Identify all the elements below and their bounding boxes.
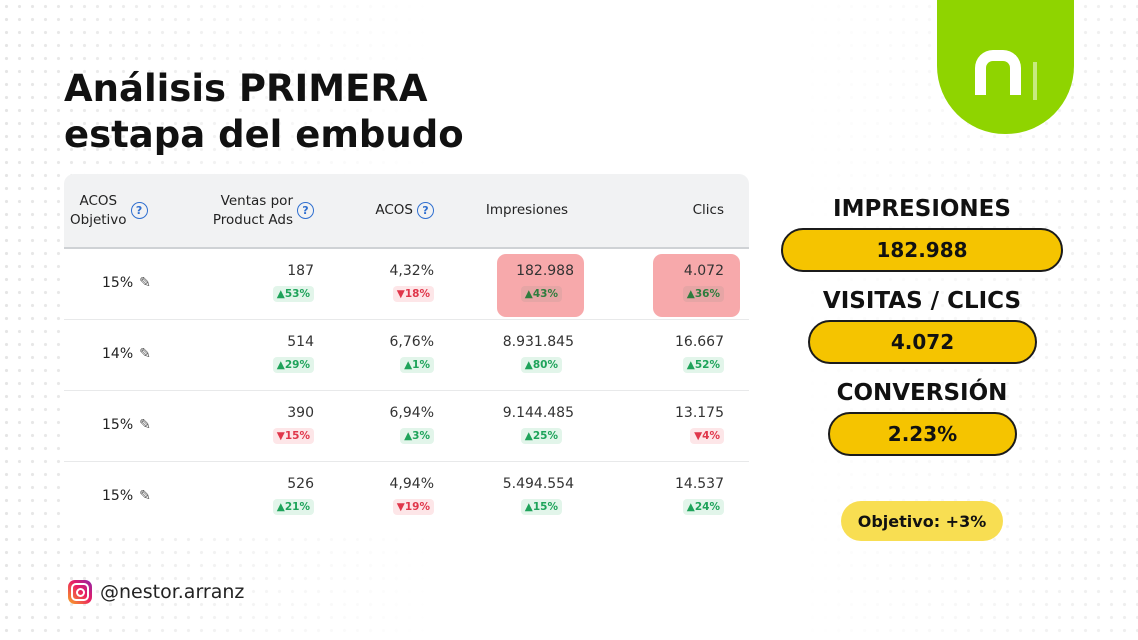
campaign-table: ACOS Objetivo ? Ventas por Product Ads ?… — [64, 174, 749, 532]
header-impresiones-label: Impresiones — [485, 202, 569, 218]
ventas-value: 526 — [287, 476, 314, 492]
clics-cell: 16.667 ▲52% — [644, 320, 724, 390]
ventas-cell: 526 ▲21% — [204, 462, 314, 532]
visitas-metric-label: VISITAS / CLICS — [822, 288, 1022, 314]
ventas-value: 514 — [287, 334, 314, 350]
impresiones-change-badge: ▲25% — [520, 428, 562, 444]
table-row: 14% ✎ 514 ▲29% 6,76% ▲1% 8.931.845 ▲80% 16.667 ▲5… — [64, 320, 749, 391]
acos-objetivo-value: 15% ✎ — [102, 488, 151, 504]
acos-objetivo-text: 15% — [102, 417, 134, 433]
conversion-metric-label: CONVERSIÓN — [836, 380, 1008, 406]
impresiones-cell: 182.988 ▲43% — [482, 249, 574, 319]
impresiones-change-badge: ▲43% — [520, 286, 562, 302]
page-title: Análisis PRIMERA estapa del embudo — [64, 66, 464, 158]
acos-change-badge: ▼19% — [392, 499, 434, 515]
clics-change-badge: ▼4% — [690, 428, 724, 444]
n-logo-icon — [975, 50, 1021, 95]
pencil-icon[interactable]: ✎ — [139, 346, 151, 362]
header-ventas-line1: Ventas por — [220, 192, 293, 209]
header-acos-label: ACOS — [375, 202, 413, 218]
clics-value: 4.072 — [683, 263, 724, 279]
table-row: 15% ✎ 187 ▲53% 4,32% ▼18% 182.988 ▲43% 4.072 ▲36% — [64, 249, 749, 320]
conversion-metric-value: 2.23% — [828, 412, 1017, 456]
impresiones-cell: 8.931.845 ▲80% — [482, 320, 574, 390]
pencil-icon[interactable]: ✎ — [139, 417, 151, 433]
header-ventas: Ventas por Product Ads ? — [204, 174, 314, 247]
ventas-cell: 187 ▲53% — [204, 249, 314, 319]
ventas-cell: 514 ▲29% — [204, 320, 314, 390]
clics-value: 13.175 — [675, 405, 724, 421]
help-icon[interactable]: ? — [297, 202, 314, 219]
impresiones-highlight — [497, 254, 584, 317]
acos-objetivo-text: 15% — [102, 488, 134, 504]
impresiones-value: 182.988 — [516, 263, 574, 279]
acos-objetivo-value: 15% ✎ — [102, 417, 151, 433]
acos-objetivo-value: 14% ✎ — [102, 346, 151, 362]
header-clics-label: Clics — [692, 202, 724, 218]
pencil-icon[interactable]: ✎ — [139, 275, 151, 291]
header-ventas-line2: Product Ads — [212, 211, 293, 228]
clics-change-badge: ▲36% — [682, 286, 724, 302]
help-icon[interactable]: ? — [417, 202, 434, 219]
header-acos: ACOS ? — [364, 174, 434, 247]
header-acos-objetivo: ACOS Objetivo ? — [70, 174, 150, 247]
clics-change-badge: ▲24% — [682, 499, 724, 515]
clics-cell: 13.175 ▼4% — [644, 391, 724, 461]
acos-value: 6,76% — [389, 334, 434, 350]
impresiones-metric-label: IMPRESIONES — [833, 196, 1011, 222]
impresiones-metric-value: 182.988 — [781, 228, 1063, 272]
impresiones-value: 8.931.845 — [502, 334, 574, 350]
ventas-change-badge: ▲29% — [272, 357, 314, 373]
clics-value: 14.537 — [675, 476, 724, 492]
ventas-change-badge: ▲21% — [272, 499, 314, 515]
acos-objetivo-value: 15% ✎ — [102, 275, 151, 291]
acos-change-badge: ▼18% — [392, 286, 434, 302]
title-line-1: Análisis PRIMERA — [64, 67, 428, 110]
clics-change-badge: ▲52% — [682, 357, 724, 373]
acos-value: 4,94% — [389, 476, 434, 492]
brand-logo — [937, 0, 1074, 134]
table-row: 15% ✎ 390 ▼15% 6,94% ▲3% 9.144.485 ▲25% 13.175 ▼4… — [64, 391, 749, 462]
instagram-icon[interactable] — [68, 580, 92, 604]
ventas-value: 390 — [287, 405, 314, 421]
clics-value: 16.667 — [675, 334, 724, 350]
instagram-handle[interactable]: @nestor.arranz — [100, 581, 245, 603]
acos-change-badge: ▲3% — [400, 428, 434, 444]
ventas-value: 187 — [287, 263, 314, 279]
ventas-change-badge: ▼15% — [272, 428, 314, 444]
impresiones-change-badge: ▲80% — [520, 357, 562, 373]
visitas-metric-value: 4.072 — [808, 320, 1037, 364]
clics-cell: 14.537 ▲24% — [644, 462, 724, 532]
clics-cell: 4.072 ▲36% — [644, 249, 724, 319]
impresiones-cell: 9.144.485 ▲25% — [482, 391, 574, 461]
acos-value: 4,32% — [389, 263, 434, 279]
help-icon[interactable]: ? — [130, 202, 148, 219]
ventas-cell: 390 ▼15% — [204, 391, 314, 461]
acos-cell: 6,76% ▲1% — [364, 320, 434, 390]
acos-value: 6,94% — [389, 405, 434, 421]
clics-highlight — [653, 254, 740, 317]
logo-small-mark — [1033, 62, 1037, 100]
acos-objetivo-text: 14% — [102, 346, 134, 362]
pencil-icon[interactable]: ✎ — [139, 488, 151, 504]
impresiones-value: 5.494.554 — [502, 476, 574, 492]
header-acos-objetivo-line1: ACOS — [79, 192, 118, 209]
acos-cell: 4,94% ▼19% — [364, 462, 434, 532]
ventas-change-badge: ▲53% — [272, 286, 314, 302]
acos-cell: 4,32% ▼18% — [364, 249, 434, 319]
acos-objetivo-text: 15% — [102, 275, 134, 291]
impresiones-change-badge: ▲15% — [520, 499, 562, 515]
header-clics: Clics — [664, 174, 724, 247]
impresiones-value: 9.144.485 — [502, 405, 574, 421]
header-acos-objetivo-line2: Objetivo — [70, 211, 127, 228]
impresiones-cell: 5.494.554 ▲15% — [482, 462, 574, 532]
acos-change-badge: ▲1% — [400, 357, 434, 373]
title-line-2: estapa del embudo — [64, 113, 464, 156]
objetivo-badge: Objetivo: +3% — [841, 501, 1003, 541]
table-header: ACOS Objetivo ? Ventas por Product Ads ?… — [64, 174, 749, 249]
acos-cell: 6,94% ▲3% — [364, 391, 434, 461]
table-row: 15% ✎ 526 ▲21% 4,94% ▼19% 5.494.554 ▲15% 14.537 ▲… — [64, 462, 749, 532]
header-impresiones: Impresiones — [482, 174, 572, 247]
